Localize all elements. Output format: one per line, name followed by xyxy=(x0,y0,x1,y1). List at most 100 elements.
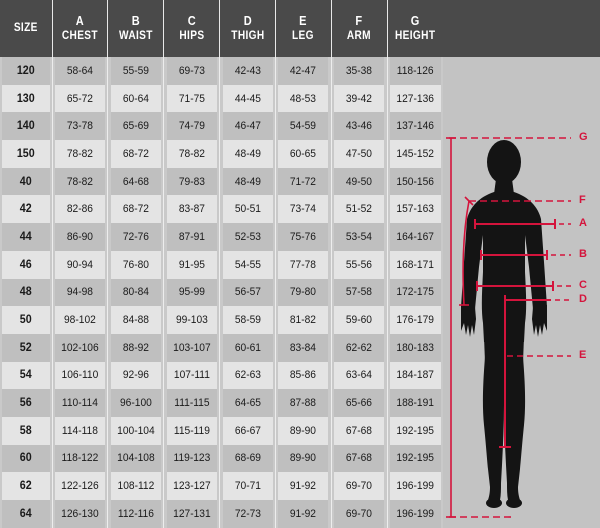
cell-height: 192-195 xyxy=(389,416,442,445)
cell-waist: 100-104 xyxy=(109,416,163,445)
cell-size: 52 xyxy=(1,333,51,362)
cell-hips: 115-119 xyxy=(165,416,219,445)
size-table: SIZE A CHEST B WAIST C HIPS xyxy=(0,0,443,528)
cell-waist: 68-72 xyxy=(109,195,163,224)
cell-waist: 96-100 xyxy=(109,389,163,417)
cell-hips: 71-75 xyxy=(165,84,219,113)
cell-chest: 118-122 xyxy=(53,444,107,473)
cell-arm: 47-50 xyxy=(333,140,386,168)
cell-size: 64 xyxy=(1,500,51,528)
cell-arm: 62-62 xyxy=(333,333,386,362)
column-header-chest-name: CHEST xyxy=(61,30,98,43)
cell-height: 145-152 xyxy=(389,140,442,168)
cell-arm: 35-38 xyxy=(333,57,386,85)
cell-height: 184-187 xyxy=(389,361,442,390)
cell-hips: 123-127 xyxy=(165,472,219,500)
cell-leg: 77-78 xyxy=(277,250,330,279)
cell-waist: 64-68 xyxy=(109,167,163,196)
measurement-lines xyxy=(446,137,571,518)
cell-thigh: 48-49 xyxy=(221,140,274,168)
diagram-label-b: B xyxy=(579,248,587,260)
cell-height: 157-163 xyxy=(389,195,442,224)
table-row: 40 78-82 64-68 79-83 48-49 71-72 49-50 150-156 xyxy=(0,167,443,196)
cell-hips: 111-115 xyxy=(165,389,219,417)
cell-size: 50 xyxy=(1,306,51,334)
cell-waist: 72-76 xyxy=(109,223,163,251)
cell-waist: 65-69 xyxy=(109,112,163,141)
cell-size: 48 xyxy=(1,278,51,307)
cell-arm: 39-42 xyxy=(333,84,386,113)
cell-height: 118-126 xyxy=(389,57,442,85)
table-row: 46 90-94 76-80 91-95 54-55 77-78 55-56 168-171 xyxy=(0,250,443,279)
cell-leg: 54-59 xyxy=(277,112,330,141)
column-header-leg-letter: E xyxy=(299,13,308,28)
diagram-label-g: G xyxy=(579,131,588,143)
diagram-label-a: A xyxy=(579,217,587,229)
cell-height: 168-171 xyxy=(389,250,442,279)
cell-chest: 102-106 xyxy=(53,333,107,362)
cell-thigh: 58-59 xyxy=(221,306,274,334)
column-header-chest-letter: A xyxy=(75,13,85,28)
cell-thigh: 56-57 xyxy=(221,278,274,307)
cell-size: 46 xyxy=(1,250,51,279)
cell-chest: 78-82 xyxy=(53,140,107,168)
cell-thigh: 62-63 xyxy=(221,361,274,390)
cell-height: 127-136 xyxy=(389,84,442,113)
cell-leg: 73-74 xyxy=(277,195,330,224)
table-row: 54 106-110 92-96 107-111 62-63 85-86 63-64 184-… xyxy=(0,361,443,390)
column-header-arm: F ARM xyxy=(334,0,385,57)
cell-size: 60 xyxy=(1,444,51,473)
cell-hips: 74-79 xyxy=(165,112,219,141)
cell-waist: 80-84 xyxy=(109,278,163,307)
cell-size: 54 xyxy=(1,361,51,390)
cell-height: 172-175 xyxy=(389,278,442,307)
cell-thigh: 46-47 xyxy=(221,112,274,141)
cell-chest: 86-90 xyxy=(53,223,107,251)
cell-leg: 60-65 xyxy=(277,140,330,168)
cell-thigh: 50-51 xyxy=(221,195,274,224)
cell-thigh: 52-53 xyxy=(221,223,274,251)
cell-arm: 51-52 xyxy=(333,195,386,224)
cell-height: 137-146 xyxy=(389,112,442,141)
cell-height: 192-195 xyxy=(389,444,442,473)
table-row: 50 98-102 84-88 99-103 58-59 81-82 59-60 176-17… xyxy=(0,306,443,334)
table-row: 48 94-98 80-84 95-99 56-57 79-80 57-58 172-175 xyxy=(0,278,443,307)
cell-hips: 91-95 xyxy=(165,250,219,279)
column-header-thigh-letter: D xyxy=(243,13,252,28)
cell-waist: 88-92 xyxy=(109,333,163,362)
cell-chest: 126-130 xyxy=(53,500,107,528)
cell-hips: 103-107 xyxy=(165,333,219,362)
cell-waist: 76-80 xyxy=(109,250,163,279)
cell-leg: 83-84 xyxy=(277,333,330,362)
table-row: 120 58-64 55-59 69-73 42-43 42-47 35-38 118-126 xyxy=(0,57,443,85)
cell-hips: 119-123 xyxy=(165,444,219,473)
cell-arm: 53-54 xyxy=(333,223,386,251)
column-header-height-name: HEIGHT xyxy=(395,30,436,43)
column-header-waist-letter: B xyxy=(131,13,140,28)
cell-hips: 78-82 xyxy=(165,140,219,168)
table-row: 150 78-82 68-72 78-82 48-49 60-65 47-50 145-152 xyxy=(0,140,443,168)
cell-leg: 91-92 xyxy=(277,472,330,500)
cell-hips: 127-131 xyxy=(165,500,219,528)
cell-chest: 110-114 xyxy=(53,389,107,417)
column-header-size: SIZE xyxy=(3,0,50,57)
column-header-leg: E LEG xyxy=(278,0,329,57)
cell-size: 150 xyxy=(1,140,51,168)
cell-hips: 83-87 xyxy=(165,195,219,224)
cell-hips: 79-83 xyxy=(165,167,219,196)
cell-chest: 65-72 xyxy=(53,84,107,113)
column-header-thigh: D THIGH xyxy=(222,0,273,57)
cell-arm: 65-66 xyxy=(333,389,386,417)
cell-size: 44 xyxy=(1,223,51,251)
cell-leg: 89-90 xyxy=(277,416,330,445)
column-header-thigh-name: THIGH xyxy=(230,30,265,43)
cell-hips: 107-111 xyxy=(165,361,219,390)
cell-chest: 90-94 xyxy=(53,250,107,279)
diagram-label-f: F xyxy=(579,194,586,206)
cell-size: 56 xyxy=(1,389,51,417)
cell-arm: 49-50 xyxy=(333,167,386,196)
table-row: 52 102-106 88-92 103-107 60-61 83-84 62-62 180-… xyxy=(0,333,443,362)
cell-waist: 112-116 xyxy=(109,500,163,528)
column-header-waist-name: WAIST xyxy=(118,30,153,43)
cell-waist: 60-64 xyxy=(109,84,163,113)
